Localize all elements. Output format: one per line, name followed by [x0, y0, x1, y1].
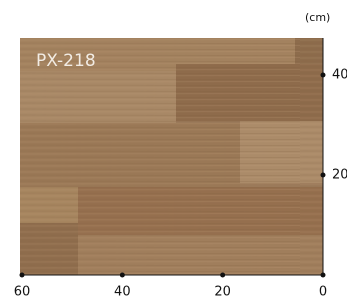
- page: {"product_code": "PX-218", "unit": "(cm)…: [0, 0, 347, 303]
- tick-dot: [321, 73, 326, 78]
- tick-dot: [220, 273, 225, 278]
- wood-texture: [20, 38, 323, 275]
- product-code: PX-218: [36, 51, 96, 71]
- x-tick-label: 0: [319, 285, 327, 300]
- x-tick-label: 20: [214, 285, 231, 300]
- x-tick-label: 40: [114, 285, 131, 300]
- tick-dot: [120, 273, 125, 278]
- tick-dot: [321, 173, 326, 178]
- y-tick-label: 40: [332, 68, 347, 83]
- sample-view: PX-218 (cm) 60 40 20 0 40 20: [0, 0, 347, 303]
- y-tick-label: 20: [332, 168, 347, 183]
- x-tick-label: 60: [14, 285, 31, 300]
- unit-label: (cm): [305, 11, 330, 24]
- tick-dot: [20, 273, 25, 278]
- tick-dot: [321, 273, 326, 278]
